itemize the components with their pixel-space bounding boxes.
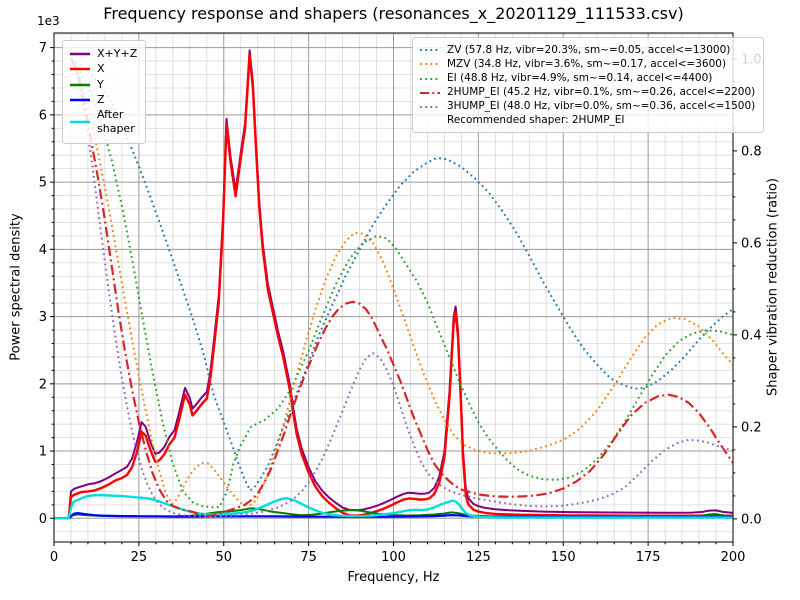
legend-shapers-footer: Recommended shaper: 2HUMP_EI <box>419 114 755 128</box>
legend-shapers-item-3: 2HUMP_EI (45.2 Hz, vibr=0.1%, sm~=0.26, … <box>419 86 755 100</box>
legend-psd-item-3: Z <box>69 93 137 107</box>
curve-psd-x <box>54 53 733 520</box>
legend-psd-item-0: X+Y+Z <box>69 47 137 61</box>
curve-shaper-2hump-ei <box>70 58 733 518</box>
curve-shaper-zv <box>70 58 733 492</box>
legend-shapers-label: ZV (57.8 Hz, vibr=20.3%, sm~=0.05, accel… <box>447 43 731 56</box>
x-tick-label: 175 <box>636 550 661 565</box>
legend-shapers-handle-dotted <box>420 49 440 52</box>
tick-marks <box>50 47 737 546</box>
curve-shaper-3hump-ei <box>70 58 733 518</box>
y-left-tick-label: 7 <box>39 41 47 56</box>
legend-shapers-item-4: 3HUMP_EI (48.0 Hz, vibr=0.0%, sm~=0.36, … <box>419 100 755 114</box>
y-right-tick-label: 0.4 <box>741 328 762 343</box>
y-axis-right-label: Shaper vibration reduction (ratio) <box>765 178 781 396</box>
legend-psd-label: X <box>97 62 105 76</box>
legend-psd-item-4: After shaper <box>69 108 137 137</box>
y-axis-left-label: Power spectral density <box>8 213 24 361</box>
legend-psd-handle-solid <box>70 98 90 102</box>
legend-shapers-item-2: EI (48.8 Hz, vibr=4.9%, sm~=0.14, accel<… <box>419 72 755 86</box>
legend-shapers-footer-text: Recommended shaper: 2HUMP_EI <box>447 114 625 127</box>
legend-psd-label: X+Y+Z <box>97 47 138 60</box>
legend-shapers-handle-dotted <box>420 63 440 66</box>
y-right-tick-label: 0.6 <box>741 236 762 251</box>
legend-psd-handle-solid <box>70 52 90 56</box>
legend-shapers: ZV (57.8 Hz, vibr=20.3%, sm~=0.05, accel… <box>412 37 765 134</box>
y-left-tick-label: 6 <box>39 108 47 123</box>
y-right-tick-label: 0.8 <box>741 144 762 159</box>
legend-psd-label: After shaper <box>97 108 135 136</box>
grid-minor <box>54 33 733 542</box>
y-axis-offset-label: 1e3 <box>37 14 60 28</box>
chart-title: Frequency response and shapers (resonanc… <box>103 4 684 23</box>
curve-psd-after-shaper <box>54 493 733 520</box>
legend-shapers-label: 2HUMP_EI (45.2 Hz, vibr=0.1%, sm~=0.26, … <box>447 85 756 98</box>
curve-shaper-mzv <box>70 58 733 507</box>
tick-labels: 0 25 50 75 100 125 150 175 200 0 1 2 3 4 5 6 7 0.0 0.2 0.4 0… <box>39 41 762 565</box>
x-tick-label: 100 <box>381 550 406 565</box>
legend-psd-handle-solid <box>70 121 90 124</box>
y-right-tick-label: 0.0 <box>741 512 762 527</box>
legend-psd-label: Y <box>97 77 104 91</box>
y-left-tick-label: 2 <box>39 377 47 392</box>
y-right-tick-label: 0.2 <box>741 420 762 435</box>
y-left-tick-label: 1 <box>39 445 47 460</box>
legend-psd-item-1: X <box>69 62 137 76</box>
legend-psd-handle-solid <box>70 83 90 87</box>
legend-shapers-handle-dotted <box>420 105 440 108</box>
x-tick-label: 125 <box>466 550 491 565</box>
y-left-tick-label: 0 <box>39 512 47 527</box>
x-tick-label: 0 <box>50 550 58 565</box>
x-axis-label: Frequency, Hz <box>347 570 440 585</box>
legend-shapers-label: MZV (34.8 Hz, vibr=3.6%, sm~=0.17, accel… <box>447 57 727 70</box>
x-tick-label: 25 <box>131 550 148 565</box>
y-left-tick-label: 5 <box>39 176 47 191</box>
legend-psd-label: Z <box>97 92 105 106</box>
curve-shaper-ei <box>70 58 733 509</box>
legend-shapers-label: EI (48.8 Hz, vibr=4.9%, sm~=0.14, accel<… <box>447 71 713 84</box>
legend-shapers-handle-dotted <box>420 77 440 80</box>
legend-shapers-item-1: MZV (34.8 Hz, vibr=3.6%, sm~=0.17, accel… <box>419 58 755 72</box>
legend-shapers-label: 3HUMP_EI (48.0 Hz, vibr=0.0%, sm~=0.36, … <box>447 100 756 113</box>
x-tick-label: 75 <box>300 550 317 565</box>
legend-psd-item-2: Y <box>69 78 137 92</box>
legend-psd-handle-solid <box>70 68 90 71</box>
legend-shapers-handle-dashdot <box>420 91 440 94</box>
curves <box>54 49 733 520</box>
y-left-tick-label: 3 <box>39 310 47 325</box>
legend-shapers-item-0: ZV (57.8 Hz, vibr=20.3%, sm~=0.05, accel… <box>419 44 755 58</box>
y-left-tick-label: 4 <box>39 243 47 258</box>
x-tick-label: 150 <box>551 550 576 565</box>
x-tick-label: 50 <box>215 550 232 565</box>
x-tick-label: 200 <box>721 550 746 565</box>
legend-psd: X+Y+Z X Y Z After shaper <box>62 40 147 144</box>
